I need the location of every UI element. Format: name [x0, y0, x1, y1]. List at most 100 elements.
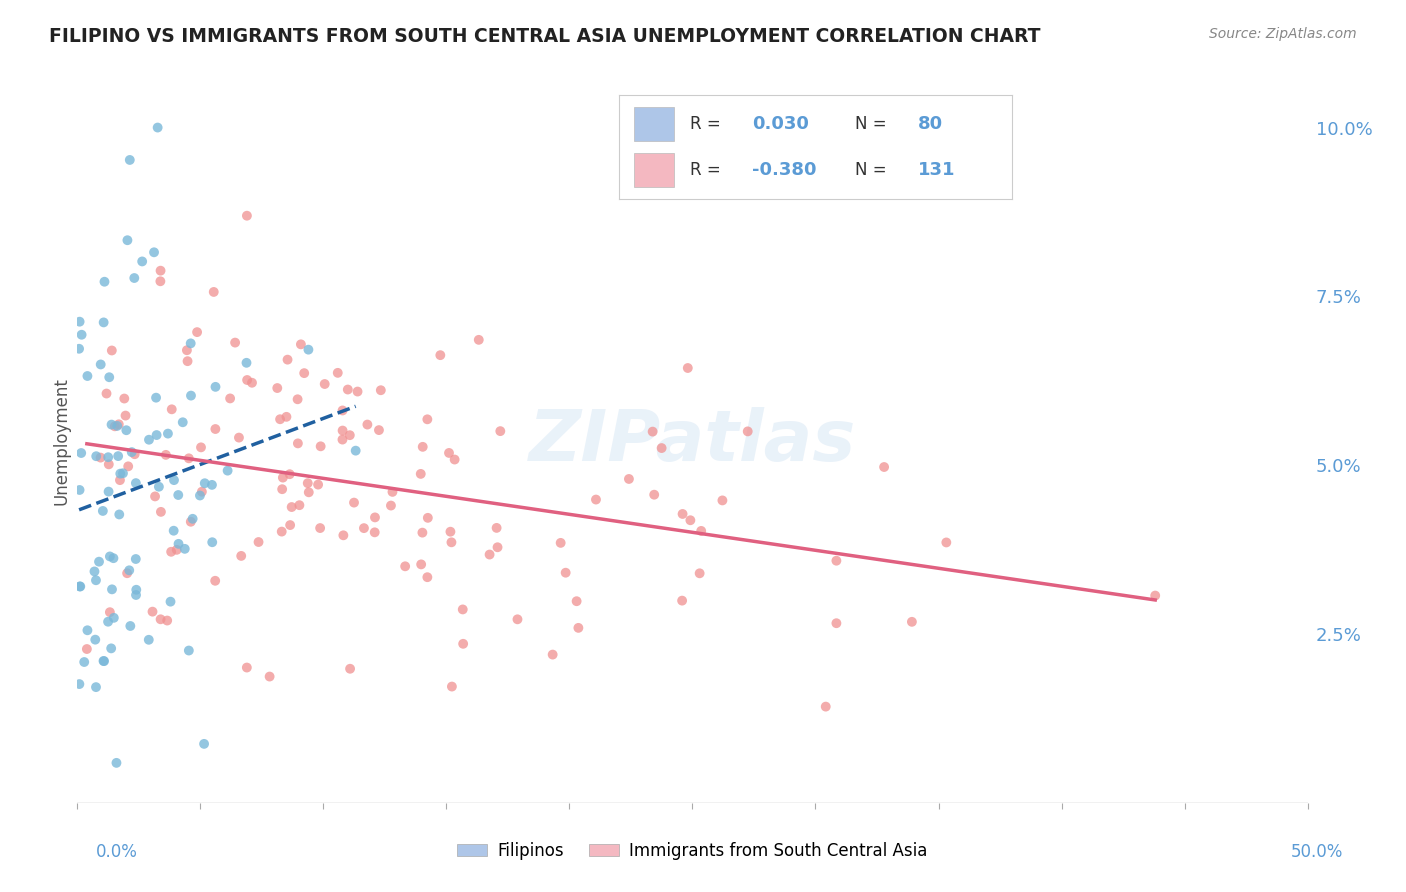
- Point: [489, 424, 512, 438]
- Point: [111, 467, 134, 481]
- Point: [67, 677, 90, 691]
- Point: [332, 403, 354, 417]
- Point: [105, 418, 128, 433]
- Point: [125, 552, 148, 566]
- Point: [149, 274, 172, 288]
- Point: [93, 654, 115, 668]
- Point: [411, 525, 433, 540]
- Point: [298, 485, 321, 500]
- Point: [486, 541, 509, 555]
- Point: [159, 594, 181, 608]
- Point: [141, 605, 163, 619]
- Point: [290, 337, 312, 351]
- Point: [276, 409, 298, 424]
- Point: [156, 614, 179, 628]
- Point: [278, 467, 301, 482]
- Point: [104, 419, 127, 434]
- Point: [617, 472, 640, 486]
- Point: [121, 445, 143, 459]
- Point: [177, 451, 200, 466]
- Point: [69, 579, 91, 593]
- Point: [145, 391, 167, 405]
- Point: [550, 536, 572, 550]
- Point: [107, 417, 129, 432]
- Point: [124, 271, 146, 285]
- Point: [167, 488, 190, 502]
- Point: [149, 505, 172, 519]
- Point: [180, 389, 202, 403]
- Point: [180, 336, 202, 351]
- Point: [266, 381, 288, 395]
- Point: [353, 521, 375, 535]
- Point: [440, 535, 463, 549]
- Point: [97, 450, 120, 465]
- Point: [468, 333, 491, 347]
- Point: [287, 392, 309, 407]
- Point: [409, 467, 432, 481]
- Point: [224, 335, 246, 350]
- Point: [84, 449, 107, 463]
- Point: [97, 484, 120, 499]
- Point: [585, 492, 607, 507]
- Point: [97, 458, 120, 472]
- Point: [100, 641, 122, 656]
- Point: [411, 558, 433, 572]
- Point: [443, 452, 465, 467]
- Point: [309, 439, 332, 453]
- Point: [364, 525, 387, 540]
- Point: [935, 535, 957, 549]
- Point: [314, 377, 336, 392]
- Point: [439, 524, 461, 539]
- Point: [98, 549, 121, 564]
- Point: [204, 380, 226, 394]
- Point: [554, 566, 576, 580]
- Point: [288, 498, 311, 512]
- Point: [125, 476, 148, 491]
- Point: [149, 263, 172, 277]
- Point: [381, 484, 404, 499]
- Y-axis label: Unemployment: Unemployment: [52, 377, 70, 506]
- Point: [873, 460, 896, 475]
- Point: [177, 643, 200, 657]
- Point: [186, 325, 208, 339]
- Point: [737, 425, 759, 439]
- Point: [671, 507, 693, 521]
- Point: [679, 513, 702, 527]
- Point: [67, 342, 90, 356]
- Point: [69, 579, 91, 593]
- Point: [163, 524, 186, 538]
- Point: [271, 482, 294, 496]
- Point: [90, 358, 112, 372]
- Point: [70, 446, 93, 460]
- Point: [84, 573, 107, 587]
- Point: [228, 431, 250, 445]
- Point: [108, 473, 131, 487]
- Point: [416, 511, 439, 525]
- Point: [506, 612, 529, 626]
- Point: [690, 524, 713, 538]
- Point: [380, 499, 402, 513]
- Point: [643, 488, 665, 502]
- Text: Source: ZipAtlas.com: Source: ZipAtlas.com: [1209, 27, 1357, 41]
- Point: [478, 548, 501, 562]
- Point: [416, 412, 439, 426]
- Point: [356, 417, 378, 432]
- Point: [287, 436, 309, 450]
- Point: [297, 343, 319, 357]
- Point: [176, 354, 198, 368]
- Point: [97, 615, 120, 629]
- Point: [825, 616, 848, 631]
- Point: [343, 495, 366, 509]
- Point: [451, 637, 474, 651]
- Point: [93, 275, 115, 289]
- Point: [98, 605, 121, 619]
- Point: [108, 508, 131, 522]
- Point: [176, 343, 198, 358]
- Point: [309, 521, 332, 535]
- Point: [236, 660, 259, 674]
- Point: [70, 327, 93, 342]
- Point: [138, 632, 160, 647]
- Point: [236, 209, 259, 223]
- Point: [110, 467, 132, 481]
- Point: [297, 476, 319, 491]
